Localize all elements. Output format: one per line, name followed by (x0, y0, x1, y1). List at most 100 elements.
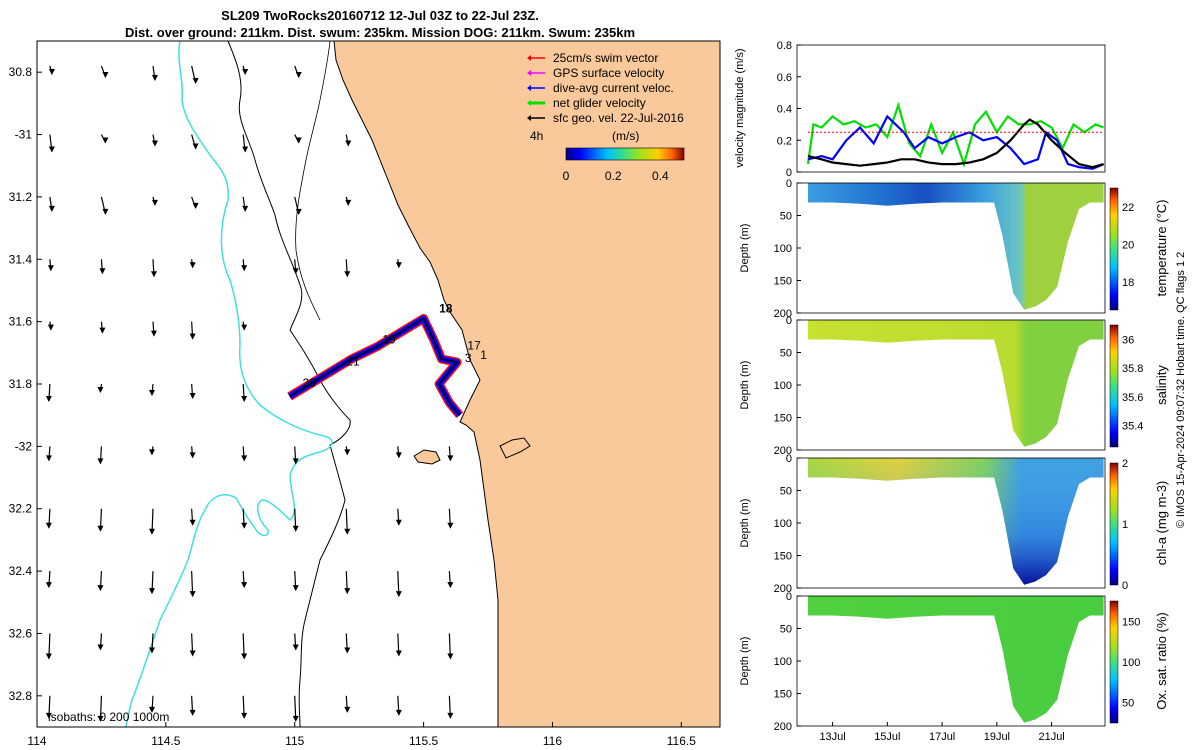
geostrophic-vector-field (45, 65, 454, 722)
geo-vector (45, 446, 52, 462)
colorbar-label: Ox. sat. ratio (%) (1154, 612, 1169, 710)
time-tick-label: 17Jul (929, 731, 955, 743)
depth-tick-label: 50 (780, 348, 792, 360)
map-y-tick-label: 32.4 (9, 564, 33, 578)
chart-title-line1: SL209 TwoRocks20160712 12-Jul 03Z to 22-… (221, 8, 539, 23)
colorbar-tick-label: 0.4 (652, 169, 669, 183)
depth-tick-label: 150 (774, 551, 792, 563)
geo-vector (97, 695, 104, 722)
geo-vector (242, 65, 249, 75)
geo-vector (395, 259, 402, 269)
map-land (333, 40, 721, 728)
depth-tick-label: 50 (780, 211, 792, 223)
depth-tick-label: 100 (774, 518, 792, 530)
geo-vector (148, 383, 155, 396)
map-x-tick-label: 116.5 (667, 734, 696, 748)
velocity-plot-area (797, 45, 1105, 172)
legend-entry-label: GPS surface velocity (553, 66, 664, 80)
depth-axis-label: Depth (m) (739, 637, 751, 686)
geo-vector (292, 571, 299, 592)
map-y-tick-label: 31.2 (9, 190, 33, 204)
geo-vector (447, 508, 454, 529)
colorbar-tick-label: 20 (1122, 239, 1134, 251)
colorbar-tick-label: 1 (1122, 519, 1128, 531)
colorbar-tick-label: 0.2 (605, 169, 622, 183)
geo-vector (97, 571, 104, 592)
geo-vector (292, 508, 299, 532)
geo-vector (189, 508, 196, 526)
geo-vector (189, 633, 196, 657)
map-y-tick-label: -31 (15, 128, 33, 142)
geo-vector (48, 134, 55, 153)
legend-entry: dive-avg current veloc. (527, 81, 674, 95)
isobath-200m (227, 40, 351, 728)
geo-vector (189, 321, 196, 340)
geo-vector (151, 65, 158, 81)
legend-entry-label: sfc geo. vel. 22-Jul-2016 (553, 111, 684, 125)
time-tick-label: 21Jul (1038, 731, 1064, 743)
geo-vector (241, 383, 248, 402)
colorbar-tick-label: 22 (1122, 202, 1134, 214)
geo-vector (344, 571, 351, 595)
legend-side-label: 4h (530, 129, 543, 143)
geo-vector (48, 196, 55, 212)
legend-entry-label: net glider velocity (553, 96, 646, 110)
geo-vector (45, 633, 52, 660)
depth-tick-label: 100 (774, 656, 792, 668)
track-day-label: 18 (439, 301, 453, 315)
geo-vector (148, 571, 155, 595)
geo-vector (189, 383, 196, 399)
geo-vector (242, 134, 249, 153)
geo-vector (241, 695, 248, 719)
map-y-tick-label: 31.4 (9, 252, 33, 266)
velocity-y-tick-label: 0.2 (777, 135, 792, 147)
isobath-note: isobaths: 0 200 1000m (48, 710, 169, 724)
section-colorbar (1109, 187, 1119, 311)
geo-vector (191, 196, 199, 209)
velocity-series-line (807, 114, 1105, 170)
colorbar-tick-label: 2 (1122, 458, 1128, 470)
track-day-label: 3 (465, 351, 472, 365)
velocity-y-tick-label: 0.6 (777, 72, 792, 84)
legend-entry: 25cm/s swim vector (527, 51, 658, 65)
map-y-tick-label: 32.6 (9, 626, 33, 640)
geo-vector (150, 259, 157, 278)
geo-vector (241, 571, 248, 589)
geo-vector (242, 196, 249, 212)
velocity-y-tick-label: 0 (786, 167, 792, 179)
legend-entry-label: 25cm/s swim vector (553, 51, 658, 65)
geo-vector (395, 446, 402, 459)
geo-vector (344, 446, 351, 456)
geo-vector (344, 695, 351, 713)
isobath-0m (295, 40, 331, 321)
colorbar-tick-label: 150 (1122, 616, 1140, 628)
depth-tick-label: 200 (774, 583, 792, 595)
depth-tick-label: 0 (786, 178, 792, 190)
section-data-fill (808, 320, 1104, 447)
map-x-tick-label: 115 (285, 734, 304, 748)
depth-tick-label: 150 (774, 413, 792, 425)
time-tick-label: 19Jul (984, 731, 1010, 743)
velocity-y-tick-label: 0.8 (777, 40, 792, 52)
geo-vector (47, 259, 54, 272)
geo-vector (45, 508, 52, 529)
geo-vector (395, 695, 402, 716)
geo-vector (100, 65, 109, 78)
geo-vector (151, 196, 158, 206)
salinity-section-panel: 0 50 100 150 200 Depth (m) 35.4 35.6 35.8 36 salin… (739, 315, 1169, 457)
geo-vector (100, 196, 109, 215)
geo-vector (447, 695, 454, 719)
geo-vector (241, 633, 248, 660)
geo-vector (241, 508, 248, 529)
depth-tick-label: 150 (774, 276, 792, 288)
section-data-fill (808, 183, 1104, 310)
geo-vector (447, 446, 454, 462)
time-tick-label: 15Jul (874, 731, 900, 743)
colorbar-tick-label: 50 (1122, 698, 1134, 710)
legend-entry: sfc geo. vel. 22-Jul-2016 (527, 111, 684, 125)
track-day-label: 1 (480, 348, 487, 362)
geo-vector (99, 321, 106, 334)
